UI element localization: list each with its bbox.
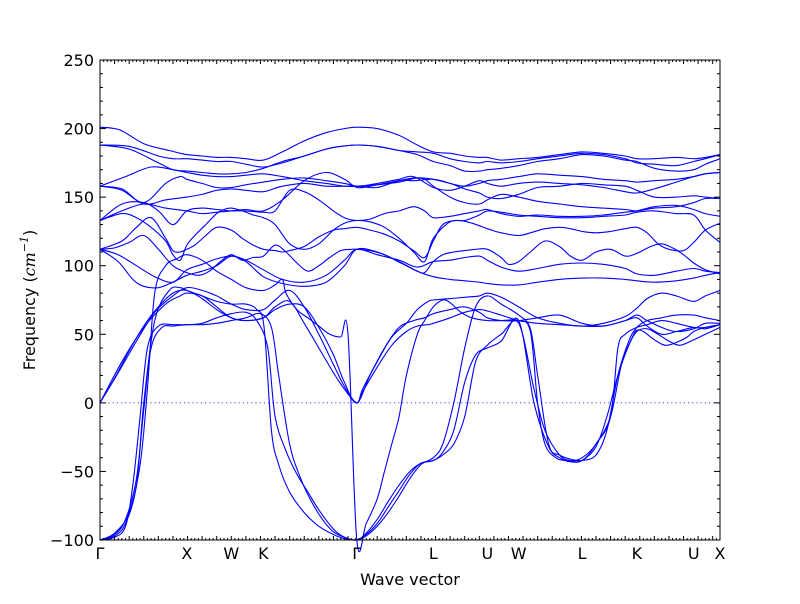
y-tick-label: 200 [63, 120, 94, 139]
phonon-band-12 [99, 248, 721, 283]
phonon-band-13 [99, 247, 721, 289]
x-tick-label-high-symmetry: K [258, 544, 269, 563]
x-tick-label-high-symmetry: X [181, 544, 192, 563]
phonon-band-20 [99, 286, 721, 541]
y-axis-title-text: Frequency ( [20, 276, 39, 370]
y-axis-title-close: ) [20, 230, 39, 236]
phonon-band-1 [99, 126, 721, 162]
y-axis-title: Frequency (cm−1) [18, 230, 39, 371]
phonon-band-2 [99, 144, 721, 168]
bands-layer [99, 126, 721, 552]
phonon-band-3 [99, 144, 721, 175]
y-axis-title-unit: cm [20, 252, 39, 276]
x-tick-label-high-symmetry: Γ [96, 544, 105, 563]
phonon-band-4 [99, 166, 721, 187]
phonon-band-16 [99, 292, 721, 404]
x-tick-label-high-symmetry: W [223, 544, 239, 563]
y-tick-label: 150 [63, 188, 94, 207]
plot-frame [99, 59, 721, 541]
x-tick-label-high-symmetry: W [511, 544, 527, 563]
phonon-band-19 [99, 254, 721, 552]
x-tick-label-high-symmetry: U [688, 544, 700, 563]
y-tick-label: −100 [50, 531, 94, 550]
y-tick-label: 50 [74, 325, 94, 344]
x-tick-label-high-symmetry: U [481, 544, 493, 563]
x-tick-label-high-symmetry: L [578, 544, 587, 563]
y-tick-label: 100 [63, 257, 94, 276]
phonon-band-8 [99, 188, 721, 226]
y-axis-title-exponent: −1 [18, 236, 31, 252]
x-axis-title: Wave vector [360, 570, 460, 589]
x-tick-label-high-symmetry: Γ [352, 544, 361, 563]
phonon-band-6 [99, 178, 721, 205]
x-tick-label-high-symmetry: X [715, 544, 726, 563]
y-tick-label: 250 [63, 51, 94, 70]
phonon-band-5 [99, 171, 721, 204]
y-tick-label: −50 [60, 462, 94, 481]
phonon-band-9 [99, 207, 721, 263]
x-tick-label-high-symmetry: L [429, 544, 438, 563]
y-tick-label: 0 [84, 394, 94, 413]
phonon-band-10 [99, 216, 721, 259]
x-tick-label-high-symmetry: K [632, 544, 643, 563]
